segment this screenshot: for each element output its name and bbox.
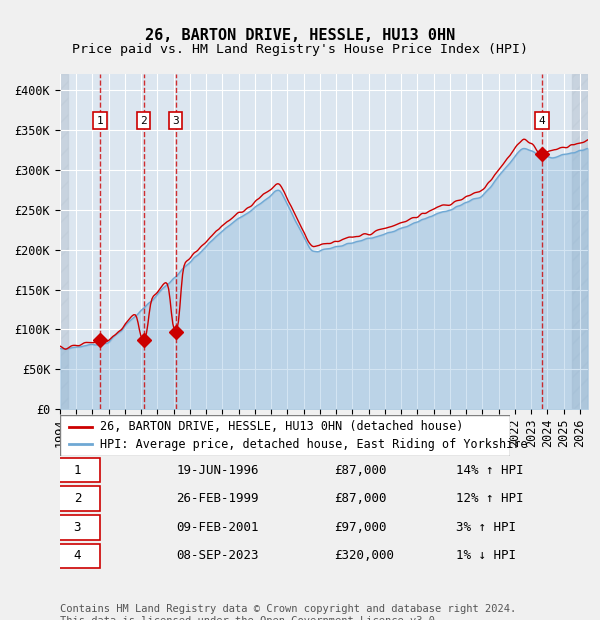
Text: Price paid vs. HM Land Registry's House Price Index (HPI): Price paid vs. HM Land Registry's House …: [72, 43, 528, 56]
Text: £97,000: £97,000: [335, 521, 387, 534]
Text: 1% ↓ HPI: 1% ↓ HPI: [456, 549, 516, 562]
FancyBboxPatch shape: [55, 486, 100, 511]
FancyBboxPatch shape: [55, 544, 100, 569]
Text: £87,000: £87,000: [335, 464, 387, 477]
Text: 3: 3: [172, 116, 179, 126]
Text: 4: 4: [74, 549, 81, 562]
FancyBboxPatch shape: [55, 458, 100, 482]
Text: 08-SEP-2023: 08-SEP-2023: [176, 549, 259, 562]
FancyBboxPatch shape: [60, 415, 510, 456]
FancyBboxPatch shape: [55, 515, 100, 539]
Text: 14% ↑ HPI: 14% ↑ HPI: [456, 464, 523, 477]
Text: 1: 1: [97, 116, 103, 126]
Text: 26, BARTON DRIVE, HESSLE, HU13 0HN (detached house): 26, BARTON DRIVE, HESSLE, HU13 0HN (deta…: [101, 420, 464, 433]
Text: 1: 1: [74, 464, 81, 477]
Text: 26, BARTON DRIVE, HESSLE, HU13 0HN: 26, BARTON DRIVE, HESSLE, HU13 0HN: [145, 28, 455, 43]
Text: Contains HM Land Registry data © Crown copyright and database right 2024.
This d: Contains HM Land Registry data © Crown c…: [60, 604, 516, 620]
Bar: [60, 74, 68, 409]
Text: 19-JUN-1996: 19-JUN-1996: [176, 464, 259, 477]
Bar: [572, 74, 588, 409]
Text: 3% ↑ HPI: 3% ↑ HPI: [456, 521, 516, 534]
Text: 26-FEB-1999: 26-FEB-1999: [176, 492, 259, 505]
Text: £87,000: £87,000: [335, 492, 387, 505]
Text: 2: 2: [74, 492, 81, 505]
Text: 4: 4: [539, 116, 545, 126]
Text: 3: 3: [74, 521, 81, 534]
Text: 09-FEB-2001: 09-FEB-2001: [176, 521, 259, 534]
Text: HPI: Average price, detached house, East Riding of Yorkshire: HPI: Average price, detached house, East…: [101, 438, 528, 451]
Text: £320,000: £320,000: [335, 549, 395, 562]
Text: 12% ↑ HPI: 12% ↑ HPI: [456, 492, 523, 505]
Text: 2: 2: [140, 116, 147, 126]
